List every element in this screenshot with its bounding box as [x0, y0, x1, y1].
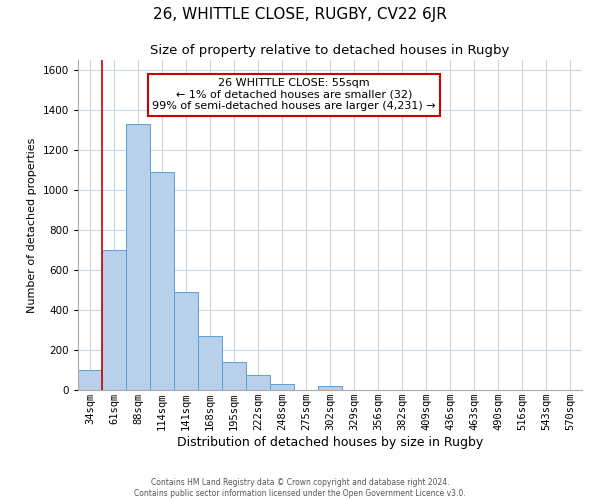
Text: Contains HM Land Registry data © Crown copyright and database right 2024.
Contai: Contains HM Land Registry data © Crown c… — [134, 478, 466, 498]
Bar — [78, 370, 102, 390]
Y-axis label: Number of detached properties: Number of detached properties — [27, 138, 37, 312]
Bar — [246, 375, 270, 390]
Title: Size of property relative to detached houses in Rugby: Size of property relative to detached ho… — [151, 44, 509, 58]
Bar — [126, 124, 150, 390]
X-axis label: Distribution of detached houses by size in Rugby: Distribution of detached houses by size … — [177, 436, 483, 449]
Bar — [150, 172, 174, 390]
Text: 26 WHITTLE CLOSE: 55sqm
← 1% of detached houses are smaller (32)
99% of semi-det: 26 WHITTLE CLOSE: 55sqm ← 1% of detached… — [152, 78, 436, 111]
Bar — [222, 362, 246, 390]
Bar — [318, 386, 342, 390]
Bar — [174, 292, 198, 390]
Bar — [198, 336, 222, 390]
Bar — [270, 384, 294, 390]
Text: 26, WHITTLE CLOSE, RUGBY, CV22 6JR: 26, WHITTLE CLOSE, RUGBY, CV22 6JR — [153, 8, 447, 22]
Bar — [102, 250, 126, 390]
